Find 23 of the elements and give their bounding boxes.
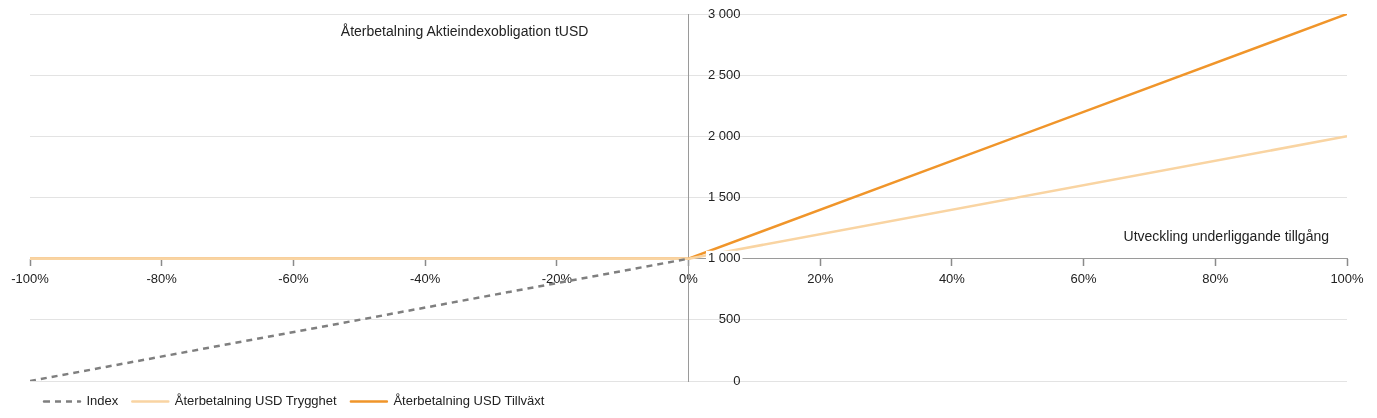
y-tick-label: 2 000 xyxy=(707,127,741,143)
x-axis-title: Utveckling underliggande tillgång xyxy=(1123,227,1329,244)
x-tick-label: -60% xyxy=(278,271,310,287)
x-tick-label: 40% xyxy=(938,271,966,287)
x-tick-label: -80% xyxy=(146,271,178,287)
y-tick-label: 500 xyxy=(718,311,741,327)
y-tick-label: 3 000 xyxy=(707,5,741,21)
legend-label: Index xyxy=(86,393,119,409)
y-axis-title: Återbetalning Aktieindexobligation tUSD xyxy=(340,22,589,39)
x-tick-label: 20% xyxy=(807,271,834,287)
y-tick-label: 0 xyxy=(733,372,741,388)
legend-label: Återbetalning USD Trygghet xyxy=(174,393,338,409)
y-tick-label: 1 000 xyxy=(707,250,741,266)
legend-label: Återbetalning USD Tillväxt xyxy=(393,393,545,409)
y-tick-label: 2 500 xyxy=(707,66,741,82)
x-tick-label: -20% xyxy=(541,271,573,287)
x-tick-label: -100% xyxy=(11,271,50,287)
x-tick-label: 0% xyxy=(679,271,699,287)
x-tick-label: -40% xyxy=(409,271,441,287)
x-tick-label: 80% xyxy=(1202,271,1229,287)
y-tick-label: 1 500 xyxy=(707,189,741,205)
x-tick-label: 60% xyxy=(1070,271,1098,287)
x-tick-label: 100% xyxy=(1330,271,1365,287)
